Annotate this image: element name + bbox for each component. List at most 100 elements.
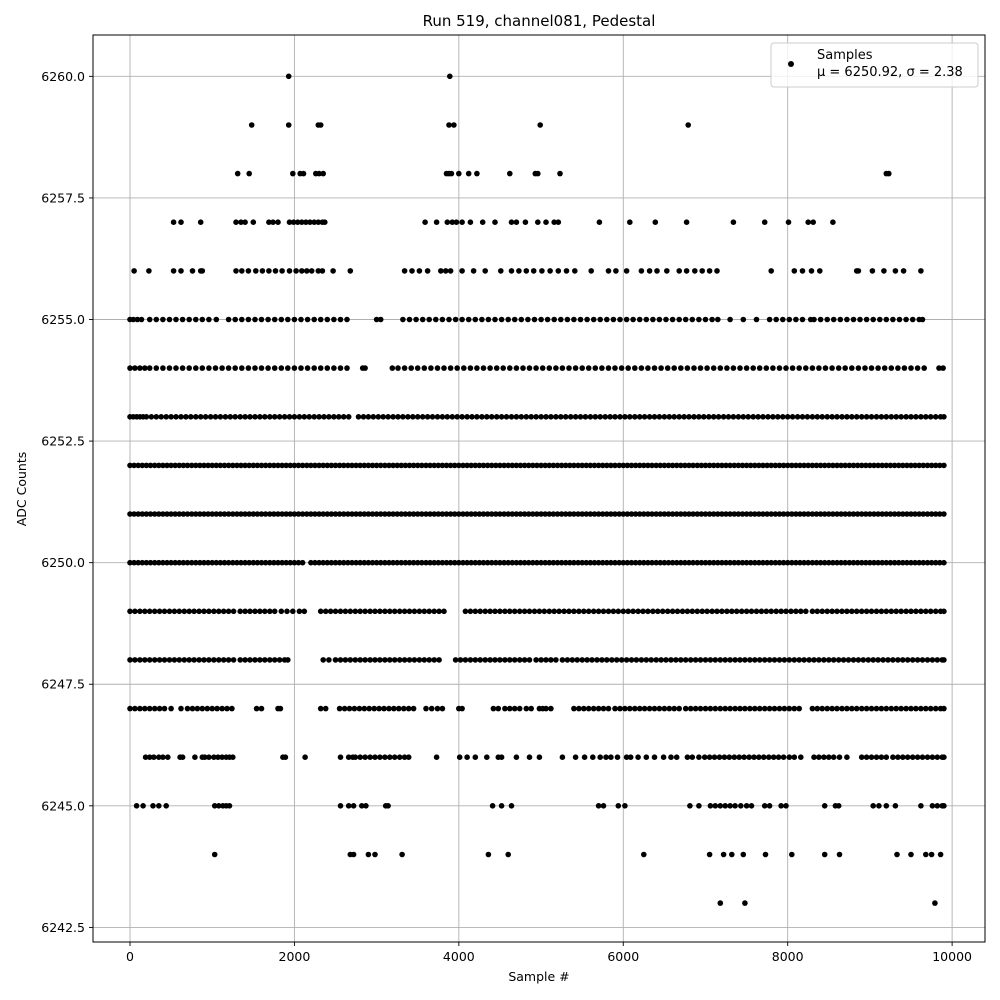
data-point	[821, 559, 828, 566]
data-point	[542, 559, 548, 566]
data-point	[780, 414, 786, 420]
data-point	[887, 511, 894, 517]
data-point	[257, 608, 263, 615]
data-point	[923, 705, 929, 712]
data-point	[178, 705, 184, 712]
data-point	[410, 511, 417, 517]
data-point	[347, 268, 354, 274]
data-point	[764, 462, 770, 469]
data-point	[131, 511, 137, 517]
data-point	[879, 511, 885, 517]
data-point	[316, 511, 322, 517]
data-point	[878, 754, 885, 760]
data-point	[682, 462, 688, 469]
data-point	[219, 365, 225, 371]
data-point	[416, 608, 423, 615]
data-point	[854, 462, 861, 469]
data-point	[682, 511, 688, 517]
data-point	[786, 705, 793, 712]
data-point	[186, 365, 192, 371]
data-point	[170, 268, 177, 274]
data-point	[585, 365, 592, 371]
data-point	[826, 657, 832, 663]
data-point	[427, 462, 433, 469]
data-point	[530, 559, 536, 566]
data-point	[801, 511, 807, 517]
data-point	[692, 657, 699, 663]
data-point	[533, 365, 539, 371]
data-point	[487, 608, 493, 615]
data-point	[299, 268, 305, 274]
data-point	[431, 657, 438, 663]
data-point	[562, 462, 569, 469]
data-point	[322, 219, 328, 225]
data-point	[377, 559, 384, 566]
data-point	[451, 462, 458, 469]
data-point	[575, 559, 581, 566]
data-point	[784, 462, 791, 469]
data-point	[528, 414, 534, 420]
data-point	[554, 462, 561, 469]
data-point	[530, 268, 537, 274]
data-point	[839, 705, 845, 712]
data-point	[780, 462, 787, 469]
data-point	[237, 414, 243, 420]
data-point	[422, 219, 428, 225]
data-point	[386, 462, 392, 469]
data-point	[464, 559, 470, 566]
data-point	[352, 657, 359, 663]
data-point	[714, 608, 720, 615]
data-point	[271, 559, 277, 566]
data-point	[588, 268, 594, 274]
data-point	[673, 657, 679, 663]
data-point	[562, 511, 569, 517]
data-point	[653, 657, 659, 663]
data-point	[645, 462, 651, 469]
data-point	[304, 316, 311, 323]
data-point	[844, 316, 850, 323]
data-point	[674, 608, 681, 615]
data-point	[694, 462, 701, 469]
data-point	[340, 511, 347, 517]
data-point	[849, 365, 855, 371]
data-point	[291, 365, 298, 371]
data-point	[850, 316, 857, 323]
data-point	[127, 365, 133, 371]
data-point	[715, 462, 721, 469]
data-point	[809, 365, 816, 371]
data-point	[690, 462, 696, 469]
data-point	[232, 414, 238, 420]
data-point	[883, 316, 890, 323]
data-point	[265, 365, 271, 371]
data-point	[443, 559, 450, 566]
data-point	[247, 608, 253, 615]
data-point	[638, 268, 645, 274]
data-point	[238, 462, 244, 469]
data-point	[509, 511, 516, 517]
data-point	[729, 851, 735, 858]
data-point	[834, 414, 840, 420]
data-point	[651, 365, 658, 371]
data-point	[765, 414, 771, 420]
data-point	[559, 754, 566, 760]
data-point	[881, 365, 888, 371]
data-point	[665, 462, 672, 469]
data-point	[518, 316, 525, 323]
data-point	[362, 754, 368, 760]
data-point	[791, 657, 798, 663]
data-point	[900, 754, 906, 760]
data-point	[283, 511, 290, 517]
data-point	[474, 365, 480, 371]
data-point	[284, 608, 290, 615]
data-point	[789, 851, 795, 858]
data-point	[135, 559, 141, 566]
data-point	[492, 316, 498, 323]
data-point	[918, 414, 924, 420]
data-point	[220, 657, 227, 663]
data-point	[797, 462, 803, 469]
data-point	[574, 657, 580, 663]
data-point	[230, 511, 236, 517]
data-point	[875, 365, 881, 371]
data-point	[252, 608, 258, 615]
data-point	[426, 657, 433, 663]
